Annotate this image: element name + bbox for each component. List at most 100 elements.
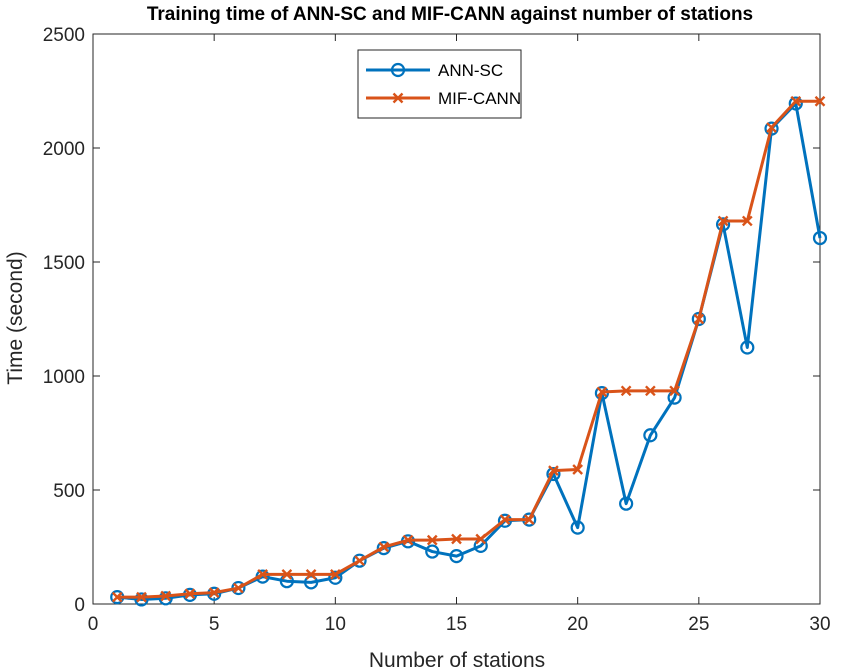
data-point-ann-sc — [328, 570, 343, 585]
data-point-ann-sc — [158, 591, 173, 606]
data-point-mif-cann — [620, 385, 632, 397]
data-point-mif-cann — [354, 555, 365, 567]
data-point-mif-cann — [257, 569, 268, 580]
legend-entry-ann-sc: ANN-SC — [366, 61, 503, 80]
data-point-mif-cann — [233, 582, 244, 594]
y-tick-label: 1000 — [43, 367, 85, 388]
series-line-mif-cann — [117, 99, 820, 599]
marker-stroke — [378, 541, 390, 553]
marker-stroke — [257, 569, 268, 580]
data-point-mif-cann — [329, 569, 341, 580]
marker-stroke — [426, 534, 438, 546]
data-point-ann-sc — [788, 96, 803, 111]
data-point-mif-cann — [814, 95, 826, 107]
marker-stroke — [669, 385, 680, 397]
y-tick-label: 500 — [53, 481, 85, 502]
data-point-ann-sc — [715, 217, 731, 232]
marker-stroke — [499, 514, 511, 525]
marker-stroke — [475, 533, 487, 545]
y-axis-label: Time (second) — [4, 251, 27, 384]
data-point-mif-cann — [741, 215, 753, 227]
data-point-mif-cann — [645, 385, 656, 397]
marker-stroke — [523, 514, 535, 525]
data-point-ann-sc — [619, 496, 634, 511]
marker-stroke — [305, 569, 317, 580]
x-tick-label: 0 — [88, 614, 99, 635]
marker-stroke — [392, 92, 404, 104]
x-tick-label: 15 — [446, 614, 467, 635]
data-point-mif-cann — [548, 465, 559, 476]
y-tick-label: 1500 — [43, 253, 85, 274]
marker-stroke — [184, 588, 196, 600]
marker-stroke — [281, 569, 293, 580]
marker-stroke — [354, 555, 365, 567]
x-tick-label: 5 — [209, 614, 220, 635]
data-point-mif-cann — [717, 215, 729, 227]
legend-label: MIF-CANN — [438, 89, 521, 108]
marker-stroke — [620, 385, 632, 397]
data-point-ann-sc — [134, 592, 149, 607]
marker-stroke — [741, 215, 753, 227]
data-point-mif-cann — [572, 464, 584, 475]
marker-stroke — [645, 385, 656, 397]
data-point-mif-cann — [451, 533, 462, 545]
marker-stroke — [596, 386, 608, 398]
data-point-mif-cann — [136, 591, 147, 603]
data-point-mif-cann — [523, 514, 535, 525]
data-point-mif-cann — [111, 591, 123, 603]
marker-stroke — [693, 313, 705, 325]
data-point-mif-cann — [499, 514, 511, 525]
y-tick-label: 2500 — [43, 25, 85, 46]
marker-stroke — [160, 590, 172, 602]
marker-stroke — [572, 464, 584, 475]
marker-stroke — [451, 533, 462, 545]
data-point-mif-cann — [378, 541, 390, 553]
data-point-ann-sc — [376, 541, 391, 556]
marker-stroke — [233, 582, 244, 594]
data-point-mif-cann — [426, 534, 438, 546]
data-point-ann-sc — [546, 466, 561, 482]
marker-stroke — [329, 569, 341, 580]
data-point-mif-cann — [305, 569, 317, 580]
x-tick-label: 20 — [567, 614, 588, 635]
legend-label: ANN-SC — [438, 61, 503, 80]
legend-marker — [392, 92, 404, 104]
x-tick-label: 30 — [809, 614, 830, 635]
data-point-ann-sc — [304, 575, 319, 590]
legend-box — [357, 49, 522, 119]
data-point-mif-cann — [208, 587, 220, 598]
marker-stroke — [402, 534, 414, 546]
legend: ANN-SC MIF-CANN — [357, 49, 522, 119]
x-tick-label: 10 — [325, 614, 346, 635]
data-point-mif-cann — [475, 533, 487, 545]
marker-stroke — [766, 122, 777, 133]
marker-stroke — [136, 591, 147, 603]
y-tick-label: 0 — [74, 595, 85, 616]
legend-marker — [390, 62, 406, 78]
series-mif-cann — [111, 95, 826, 603]
marker-stroke — [548, 465, 559, 476]
legend-entry-mif-cann: MIF-CANN — [366, 89, 521, 108]
data-point-ann-sc — [352, 553, 367, 568]
chart-title: Training time of ANN-SC and MIF-CANN aga… — [147, 4, 753, 25]
data-point-ann-sc — [812, 230, 828, 246]
data-point-mif-cann — [693, 313, 705, 325]
x-tick-label: 25 — [688, 614, 709, 635]
data-point-mif-cann — [160, 590, 172, 602]
marker-stroke — [717, 215, 729, 227]
marker-stroke — [790, 95, 802, 107]
data-point-mif-cann — [402, 534, 414, 546]
marker-stroke — [208, 587, 220, 598]
data-point-mif-cann — [596, 386, 608, 398]
data-point-ann-sc — [570, 520, 585, 535]
y-tick-label: 2000 — [43, 139, 85, 160]
data-point-mif-cann — [790, 95, 802, 107]
marker-stroke — [111, 591, 123, 603]
data-point-ann-sc — [643, 428, 658, 443]
x-axis-label: Number of stations — [369, 649, 545, 672]
data-point-ann-sc — [764, 121, 779, 136]
data-point-mif-cann — [669, 385, 680, 397]
data-point-ann-sc — [449, 549, 464, 564]
data-point-ann-sc — [740, 340, 755, 355]
